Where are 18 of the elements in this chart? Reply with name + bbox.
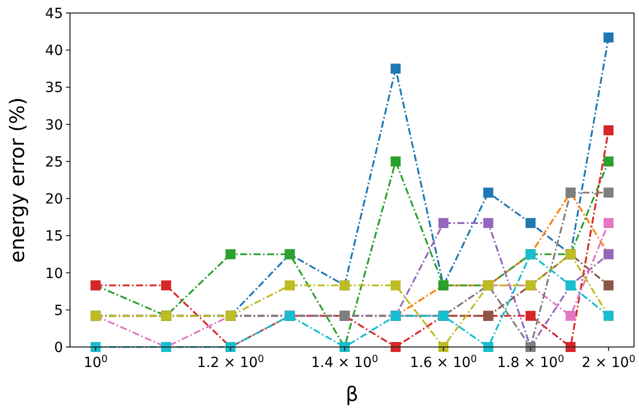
x-tick-label: 1.4 × 10$^{0}$ bbox=[311, 354, 378, 371]
y-tick-label: 15 bbox=[45, 228, 63, 245]
y-tick-label: 25 bbox=[45, 154, 63, 170]
y-tick-label: 40 bbox=[45, 43, 63, 60]
y-tick-label: 35 bbox=[45, 80, 63, 96]
x-tick-label: 2 × 10$^{0}$ bbox=[582, 354, 636, 371]
y-tick-label: 5 bbox=[54, 302, 63, 319]
y-tick-label: 20 bbox=[45, 192, 63, 208]
x-tick-label: 10$^{0}$ bbox=[84, 354, 108, 371]
y-tick-label: 0 bbox=[54, 340, 63, 356]
x-tick-label: 1.8 × 10$^{0}$ bbox=[497, 354, 564, 371]
y-tick-label: 30 bbox=[45, 117, 63, 134]
y-tick-label: 45 bbox=[45, 6, 63, 22]
x-axis-title: β bbox=[346, 382, 358, 406]
y-tick-label: 10 bbox=[45, 266, 63, 282]
y-axis-title: energy error (%) bbox=[5, 97, 29, 263]
x-tick-label: 1.2 × 10$^{0}$ bbox=[197, 354, 264, 371]
x-tick-label: 1.6 × 10$^{0}$ bbox=[410, 354, 477, 371]
